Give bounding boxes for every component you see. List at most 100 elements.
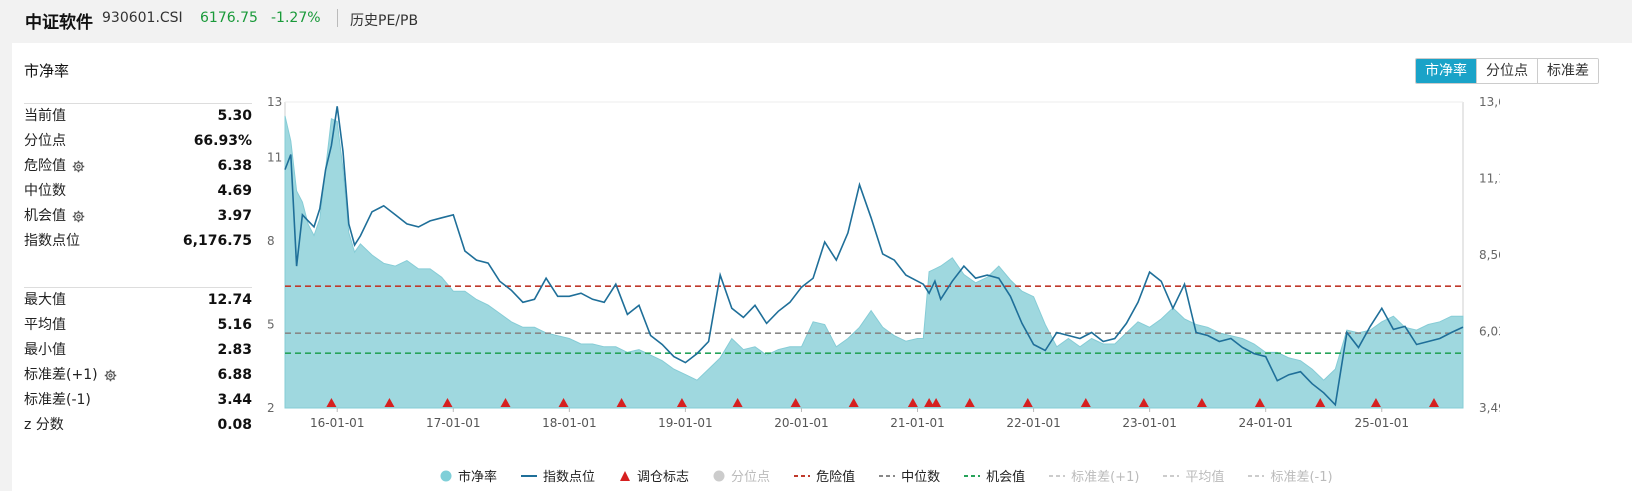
stat-label: 最大值: [24, 288, 66, 313]
legend-label: 平均值: [1185, 470, 1225, 485]
legend-item[interactable]: 调仓标志: [619, 466, 689, 485]
stat-label-text: 机会值: [24, 208, 66, 224]
index-change: -1.27%: [271, 10, 321, 26]
stat-label-text: 指数点位: [24, 233, 80, 249]
stat-label: z 分数: [24, 413, 64, 438]
legend-dash-icon: [794, 474, 811, 477]
legend-item[interactable]: 指数点位: [521, 466, 595, 485]
legend-dash-icon: [1163, 474, 1180, 477]
legend-item[interactable]: 分位点: [713, 466, 770, 485]
rebalance-marker: [964, 398, 975, 407]
stat-label: 当前值: [24, 104, 66, 129]
stat-label-text: 当前值: [24, 108, 66, 124]
stat-value: 4.69: [217, 183, 252, 199]
stat-label: 指数点位: [24, 229, 80, 254]
rebalance-marker: [1196, 398, 1207, 407]
y-left-tick-label: 13: [267, 95, 282, 109]
stat-row: 最小值 2.83: [24, 338, 252, 363]
stat-label-text: 最大值: [24, 292, 66, 308]
chart-legend: 市净率 指数点位 调仓标志 分位点 危险值 中位数 机会值 标准差(+1) 平均值 标准差(-1): [440, 466, 1357, 485]
stat-value: 6.38: [217, 158, 252, 174]
legend-triangle-icon: [620, 470, 631, 481]
rebalance-marker: [1138, 398, 1149, 407]
stat-label: 危险值: [24, 154, 85, 179]
x-tick-label: 18-01-01: [542, 416, 596, 430]
legend-label: 标准差(-1): [1270, 470, 1333, 485]
stat-label-text: 最小值: [24, 342, 66, 358]
legend-item[interactable]: 标准差(+1): [1049, 466, 1139, 485]
rebalance-marker: [1428, 398, 1439, 407]
gear-icon[interactable]: [72, 210, 85, 223]
legend-dash-icon: [1049, 474, 1066, 477]
rebalance-marker: [326, 398, 337, 407]
tab-pb[interactable]: 市净率: [1416, 59, 1477, 83]
legend-item[interactable]: 机会值: [964, 466, 1025, 485]
stat-label: 分位点: [24, 129, 66, 154]
stat-label: 标准差(+1): [24, 363, 117, 388]
stat-label-text: 分位点: [24, 133, 66, 149]
stat-row: 指数点位 6,176.75: [24, 229, 252, 254]
history-pe-pb-link[interactable]: 历史PE/PB: [350, 13, 419, 29]
view-tabs: 市净率 分位点 标准差: [1415, 58, 1599, 84]
rebalance-marker: [1080, 398, 1091, 407]
legend-label: 危险值: [816, 470, 856, 485]
rebalance-marker: [848, 398, 859, 407]
pb-area-series: [284, 115, 1464, 409]
y-right-tick-label: 3,495: [1479, 401, 1500, 415]
stat-label-text: 平均值: [24, 317, 66, 333]
index-line-series: [284, 106, 1464, 407]
stat-row: 标准差(-1) 3.44: [24, 388, 252, 413]
legend-item[interactable]: 市净率: [440, 466, 497, 485]
legend-dash-icon: [964, 474, 981, 477]
stat-label-text: 危险值: [24, 158, 66, 174]
y-right-tick-label: 11,106: [1479, 171, 1500, 185]
legend-label: 指数点位: [543, 470, 596, 485]
x-tick-label: 19-01-01: [658, 416, 712, 430]
panel-title: 市净率: [24, 62, 70, 80]
stat-row: 中位数 4.69: [24, 179, 252, 204]
stat-row: 危险值 6.38: [24, 154, 252, 179]
legend-dot-icon: [713, 470, 725, 481]
legend-item[interactable]: 中位数: [879, 466, 940, 485]
x-tick-label: 23-01-01: [1122, 416, 1176, 430]
gear-icon[interactable]: [104, 369, 117, 382]
stat-row: 机会值 3.97: [24, 204, 252, 229]
stat-label: 机会值: [24, 204, 85, 229]
rebalance-marker: [924, 398, 935, 407]
legend-item[interactable]: 标准差(-1): [1248, 466, 1333, 485]
y-left-tick-label: 5: [267, 318, 275, 332]
stat-row: 标准差(+1) 6.88: [24, 363, 252, 388]
x-tick-label: 20-01-01: [774, 416, 828, 430]
rebalance-marker: [558, 398, 569, 407]
legend-label: 调仓标志: [637, 470, 690, 485]
gear-icon[interactable]: [72, 160, 85, 173]
stat-value: 0.08: [217, 417, 252, 433]
stat-value: 3.97: [217, 208, 252, 224]
rebalance-marker: [931, 398, 942, 407]
tab-stddev[interactable]: 标准差: [1538, 59, 1598, 83]
stat-label: 最小值: [24, 338, 66, 363]
legend-label: 中位数: [901, 470, 941, 485]
y-right-tick-label: 8,569: [1479, 248, 1500, 262]
rebalance-marker: [1022, 398, 1033, 407]
divider: [24, 103, 252, 104]
legend-line-icon: [521, 474, 538, 477]
x-tick-label: 25-01-01: [1355, 416, 1409, 430]
legend-item[interactable]: 平均值: [1163, 466, 1224, 485]
rebalance-marker: [1315, 398, 1326, 407]
tab-percentile[interactable]: 分位点: [1477, 59, 1538, 83]
rebalance-marker: [676, 398, 687, 407]
stats-bottom: 最大值 12.74 平均值 5.16 最小值 2.83 标准差(+1) 6.88 标准差(-1)…: [24, 287, 252, 438]
legend-label: 标准差(+1): [1071, 470, 1140, 485]
rebalance-marker: [907, 398, 918, 407]
index-price: 6176.75: [200, 10, 258, 26]
rebalance-marker: [616, 398, 627, 407]
stat-value: 6,176.75: [182, 233, 252, 249]
stat-value: 3.44: [217, 392, 252, 408]
stat-label: 标准差(-1): [24, 388, 91, 413]
legend-item[interactable]: 危险值: [794, 466, 855, 485]
y-left-tick-label: 11: [267, 151, 282, 165]
stat-row: 分位点 66.93%: [24, 129, 252, 154]
pb-chart[interactable]: 2 5 8 11 13 3,495 6,032 8,569 11,106 13,641 16-01-…: [260, 95, 1500, 440]
legend-label: 分位点: [731, 470, 771, 485]
